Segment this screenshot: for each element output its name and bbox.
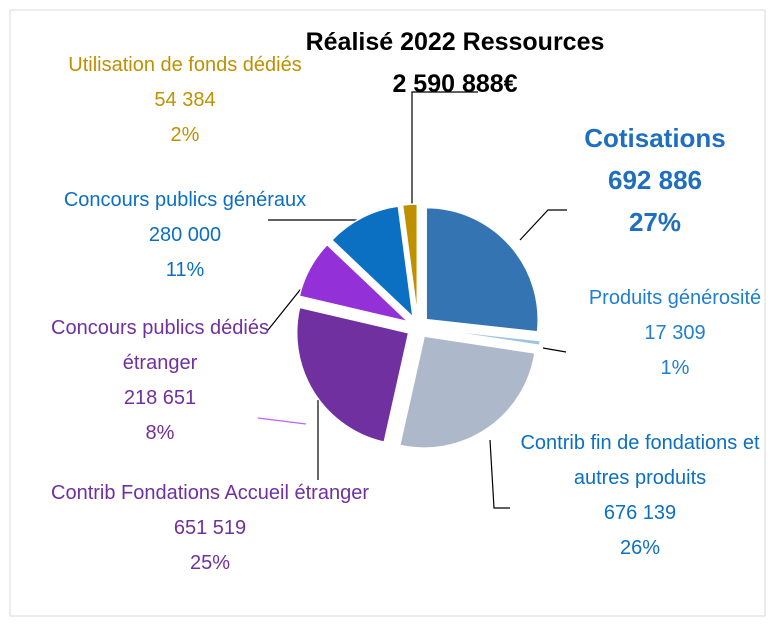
leader-line bbox=[411, 91, 478, 210]
chart-title: Réalisé 2022 Ressources bbox=[305, 28, 605, 56]
pie-slice bbox=[428, 327, 542, 347]
category-name: Contrib fin de fondations et autres prod… bbox=[520, 432, 760, 489]
pie-slice bbox=[398, 335, 536, 449]
percent-label: 2% bbox=[170, 124, 200, 146]
slice-label: Cotisations 692 886 27% bbox=[560, 117, 750, 243]
category-name: Produits générosité bbox=[588, 287, 762, 309]
pie-slice bbox=[425, 206, 539, 333]
leader-line bbox=[542, 347, 567, 353]
slice-label: Produits générosité 17 309 1% bbox=[585, 281, 765, 386]
slice-label: Concours publics dédiés étranger 218 651 8… bbox=[20, 311, 300, 451]
category-name: Contrib Fondations Accueil étranger bbox=[51, 482, 369, 504]
value-label: 54 384 bbox=[154, 89, 216, 111]
pie-slice bbox=[295, 306, 410, 444]
percent-label: 27% bbox=[628, 207, 682, 237]
leader-line bbox=[489, 439, 510, 509]
category-name: Utilisation de fonds dédiés bbox=[68, 54, 302, 76]
percent-label: 8% bbox=[145, 422, 175, 444]
category-name: Concours publics dédiés étranger bbox=[51, 317, 269, 374]
percent-label: 1% bbox=[660, 357, 690, 379]
value-label: 280 000 bbox=[148, 224, 222, 246]
percent-label: 25% bbox=[189, 552, 231, 574]
category-name: Concours publics généraux bbox=[63, 189, 307, 211]
percent-label: 26% bbox=[619, 537, 661, 559]
category-name: Cotisations bbox=[584, 123, 726, 153]
value-label: 692 886 bbox=[608, 165, 702, 195]
value-label: 17 309 bbox=[644, 322, 706, 344]
pie-slice bbox=[401, 203, 419, 317]
pie-slice bbox=[330, 205, 415, 320]
value-label: 218 651 bbox=[123, 387, 197, 409]
chart-subtitle: 2 590 888€ bbox=[392, 70, 518, 98]
leader-line bbox=[519, 209, 567, 241]
leader-line bbox=[257, 417, 307, 425]
value-label: 676 139 bbox=[603, 502, 677, 524]
percent-label: 11% bbox=[165, 259, 205, 281]
slice-label: Contrib fin de fondations et autres prod… bbox=[500, 426, 775, 566]
pie-slice bbox=[298, 243, 411, 324]
slice-label: Utilisation de fonds dédiés 54 384 2% bbox=[40, 48, 330, 153]
frame bbox=[9, 9, 766, 617]
value-label: 651 519 bbox=[173, 517, 247, 539]
slice-label: Contrib Fondations Accueil étranger 651 5… bbox=[20, 476, 400, 581]
slice-label: Concours publics généraux 280 000 11% bbox=[60, 183, 310, 288]
